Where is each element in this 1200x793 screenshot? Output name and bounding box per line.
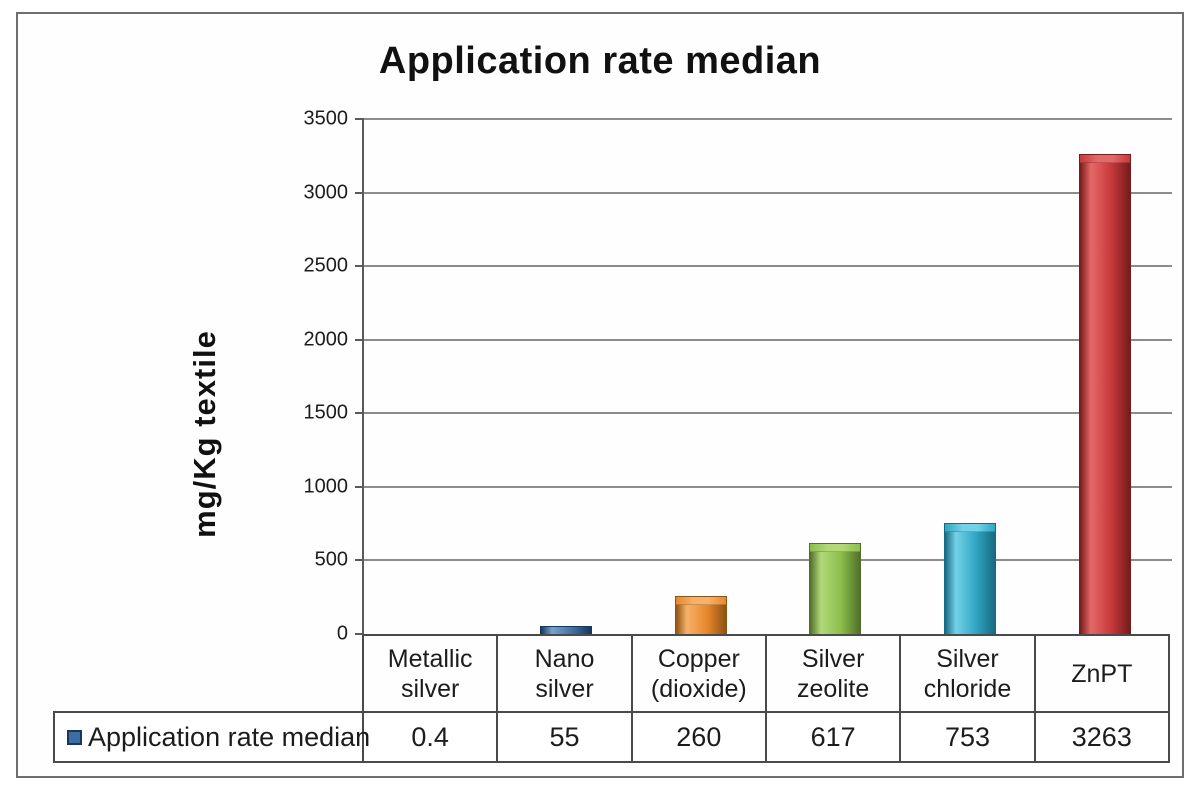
bar	[1078, 154, 1131, 634]
category-axis-row: Metallic silver Nano silver Copper (dioxid…	[362, 634, 1170, 711]
y-tick-mark	[355, 633, 364, 635]
gridline-y-3500	[364, 118, 1172, 120]
bar-column-nano-silver	[499, 119, 634, 634]
gridline-y-2500	[364, 265, 1172, 268]
bar-top-bevel	[1079, 155, 1130, 163]
y-tick-label: 500	[314, 548, 348, 571]
gridline-y-1500	[364, 412, 1172, 415]
bar-top-bevel	[675, 597, 726, 605]
category-label: Nano silver	[498, 636, 633, 711]
bar-column-metallic-silver	[364, 119, 499, 634]
chart-frame: Application rate median mg/Kg textile 0 5…	[16, 12, 1184, 778]
legend: Application rate median	[55, 713, 370, 761]
value-cell: 753	[901, 713, 1036, 761]
value-cell: 0.4	[364, 713, 499, 761]
y-tick-mark	[355, 338, 364, 341]
y-tick-mark	[355, 412, 364, 415]
bar-top-bevel	[944, 524, 995, 532]
gridline-y-1000	[364, 485, 1172, 488]
bar-column-silver-chloride	[903, 119, 1038, 634]
y-tick-mark	[355, 265, 364, 268]
bar-column-znpt	[1037, 119, 1172, 634]
category-label: ZnPT	[1071, 659, 1133, 688]
bar-top-bevel	[810, 544, 861, 552]
plot-area: 0 500 1000 1500 2000 2500 3000 3500	[304, 108, 1172, 645]
value-cell: 260	[633, 713, 767, 761]
bar	[674, 596, 727, 634]
gridline-y-2000	[364, 338, 1172, 341]
value-cell: 55	[498, 713, 633, 761]
y-tick-label: 1000	[303, 475, 349, 498]
y-tick-label: 3500	[303, 107, 349, 130]
data-table-row: Application rate median 0.4 55 260 617 753 32…	[53, 711, 1170, 763]
y-axis-title: mg/Kg textile	[187, 330, 222, 538]
bar-column-copper-dioxide-	[633, 119, 768, 634]
category-label: Silver chloride	[901, 636, 1036, 711]
value-cell: 3263	[1071, 721, 1132, 752]
y-tick-label: 2000	[303, 328, 349, 351]
legend-swatch-icon	[67, 729, 82, 745]
bar	[539, 626, 592, 634]
y-tick-mark	[355, 559, 364, 562]
y-tick-mark	[355, 191, 364, 194]
bar-column-silver-zeolite	[768, 119, 903, 634]
category-label: Silver zeolite	[767, 636, 902, 711]
y-tick-label: 1500	[303, 401, 349, 424]
y-tick-label: 3000	[303, 181, 349, 204]
category-label: Copper (dioxide)	[633, 636, 767, 711]
y-tick-label: 2500	[303, 254, 349, 277]
y-tick-label: 0	[336, 622, 348, 645]
legend-label: Application rate median	[88, 721, 371, 752]
chart-title: Application rate median	[378, 40, 822, 82]
bar	[943, 523, 996, 634]
y-tick-mark	[355, 485, 364, 488]
category-label: Metallic silver	[364, 636, 499, 711]
gridline-y-3000	[364, 191, 1172, 194]
gridline-y-500	[364, 559, 1172, 562]
y-tick-mark	[355, 118, 364, 120]
bar	[809, 543, 862, 634]
value-cell: 617	[767, 713, 902, 761]
